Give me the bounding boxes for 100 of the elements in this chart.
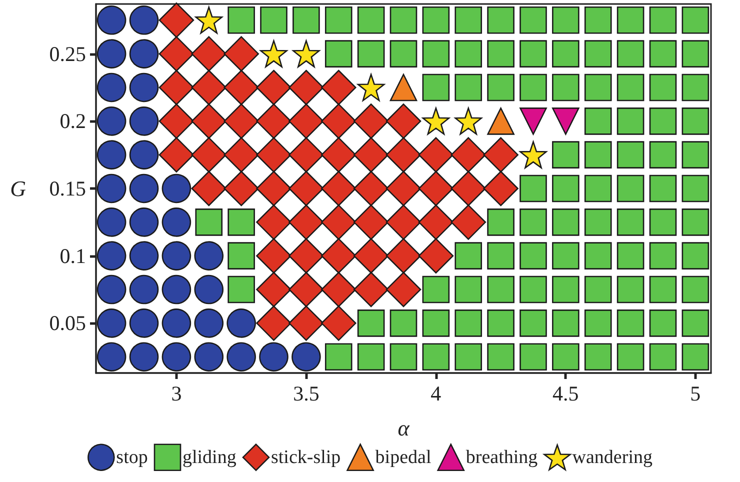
point <box>256 104 292 139</box>
point <box>288 238 324 274</box>
x-tick-label: 4.5 <box>552 382 579 406</box>
legend-label: bipedal <box>375 446 432 468</box>
x-axis-title: α <box>398 416 410 440</box>
legend-label: gliding <box>182 446 237 468</box>
y-tick-label: 0.05 <box>49 311 86 336</box>
point <box>162 308 192 338</box>
point <box>129 140 159 170</box>
point <box>520 141 547 168</box>
point <box>191 36 227 72</box>
legend-label: breathing <box>466 446 538 468</box>
y-tick-label: 0.25 <box>49 42 86 66</box>
point <box>158 70 194 106</box>
point <box>418 204 454 240</box>
point <box>195 6 223 34</box>
point <box>194 342 224 372</box>
point <box>191 137 227 172</box>
point <box>288 104 324 139</box>
point <box>96 140 126 170</box>
point <box>162 174 192 204</box>
point <box>256 170 292 206</box>
point <box>418 170 454 206</box>
point <box>386 170 422 206</box>
point <box>450 204 486 240</box>
point <box>191 70 227 106</box>
point <box>487 108 514 135</box>
point <box>353 104 389 139</box>
point <box>129 308 159 338</box>
point <box>292 40 320 68</box>
point <box>288 204 324 240</box>
point <box>194 308 224 338</box>
point <box>353 170 389 206</box>
point <box>162 274 192 304</box>
point <box>320 70 356 106</box>
point <box>96 106 126 136</box>
point <box>422 108 450 135</box>
point <box>96 174 126 204</box>
point <box>191 104 227 139</box>
point <box>353 272 389 308</box>
point <box>288 70 324 106</box>
point <box>386 137 422 172</box>
point <box>96 208 126 237</box>
point <box>256 272 292 308</box>
point <box>162 208 192 237</box>
point <box>390 74 418 102</box>
point <box>162 241 192 270</box>
point <box>129 241 159 270</box>
point <box>320 306 356 341</box>
point <box>191 170 227 206</box>
point <box>320 104 356 139</box>
legend-label: stick-slip <box>270 446 341 468</box>
point <box>288 170 324 206</box>
x-tick-label: 5 <box>690 382 701 406</box>
point <box>520 108 547 135</box>
point <box>224 36 259 72</box>
point <box>256 204 292 240</box>
point <box>320 238 356 274</box>
point <box>129 342 159 372</box>
point <box>320 272 356 308</box>
point <box>158 2 194 38</box>
point <box>386 104 422 139</box>
point <box>224 104 259 139</box>
point <box>129 208 159 237</box>
point <box>224 137 259 172</box>
point <box>194 241 224 270</box>
point <box>158 104 194 139</box>
point <box>224 70 259 106</box>
point <box>158 36 194 72</box>
point <box>256 306 292 341</box>
point <box>483 137 518 172</box>
point <box>129 174 159 204</box>
point <box>96 39 126 68</box>
point <box>288 272 324 308</box>
point <box>320 170 356 206</box>
y-tick-label: 0.15 <box>49 176 86 200</box>
point <box>194 274 224 304</box>
point <box>162 342 192 372</box>
point <box>483 170 518 206</box>
point <box>357 74 385 102</box>
point <box>129 274 159 304</box>
y-tick-label: 0.1 <box>60 244 86 268</box>
point <box>259 342 288 372</box>
legend-label: stop <box>116 446 148 468</box>
point <box>96 308 126 338</box>
point <box>96 6 126 35</box>
point <box>450 137 486 172</box>
point <box>386 272 422 308</box>
point <box>260 40 288 68</box>
point <box>256 70 292 106</box>
x-tick-label: 3.5 <box>293 382 320 406</box>
point <box>96 274 126 304</box>
point <box>256 137 292 172</box>
point <box>320 137 356 172</box>
point <box>158 137 194 172</box>
point <box>320 204 356 240</box>
point <box>96 72 126 102</box>
point <box>256 238 292 274</box>
point <box>129 6 159 35</box>
point <box>96 342 126 372</box>
